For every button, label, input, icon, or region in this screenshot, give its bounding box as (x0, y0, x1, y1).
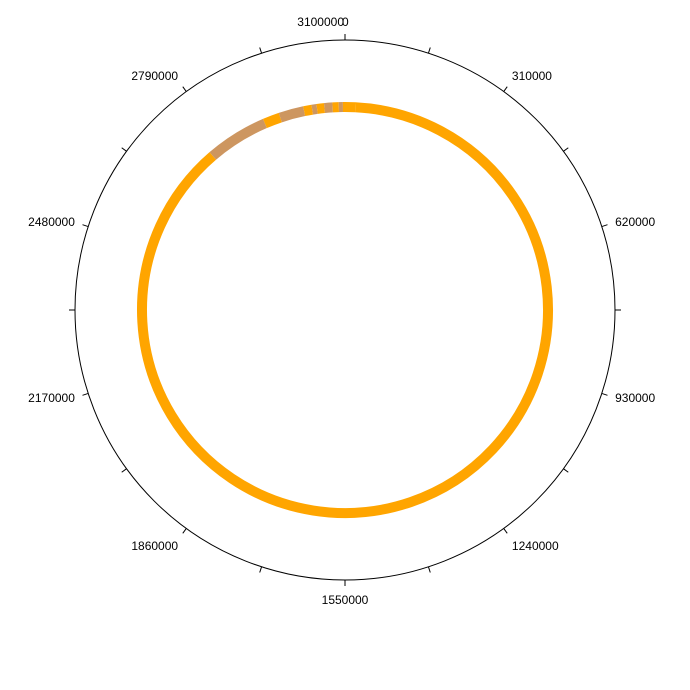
tick-label: 620000 (615, 215, 655, 229)
minor-tick (563, 147, 569, 152)
track-segment (311, 103, 318, 115)
tick-label: 2790000 (131, 69, 178, 83)
major-tick (503, 86, 508, 92)
major-tick (82, 224, 89, 228)
tick-label: 310000 (512, 69, 552, 83)
track-segment (323, 102, 333, 114)
major-tick (82, 392, 89, 396)
tick-label: 2170000 (28, 391, 75, 405)
minor-tick (121, 147, 127, 152)
minor-tick (563, 468, 569, 473)
minor-tick (259, 47, 263, 54)
major-tick (182, 528, 187, 534)
tick-label: 3100000 (297, 15, 344, 29)
axis-circle (74, 39, 616, 581)
major-tick (182, 86, 187, 92)
track-segment (209, 118, 267, 160)
minor-tick (121, 468, 127, 473)
major-tick (601, 392, 608, 396)
feature-track (137, 101, 553, 518)
track-segment (316, 103, 325, 114)
minor-tick (427, 47, 431, 54)
tick-label: 1550000 (322, 593, 369, 607)
tick-label: 0 (342, 15, 349, 29)
axis-tick-labels: 0 310000 620000 930000 1240000 1550000 1860000… (28, 15, 655, 607)
track-segment (303, 104, 314, 117)
axis-ticks (69, 34, 621, 586)
track-segment (262, 112, 282, 129)
tick-label: 1240000 (512, 539, 559, 553)
major-tick (503, 528, 508, 534)
minor-tick (427, 566, 431, 573)
tick-label: 930000 (615, 391, 655, 405)
track-segment (137, 102, 553, 518)
major-tick (601, 224, 608, 228)
tick-label: 1860000 (131, 539, 178, 553)
minor-tick (259, 566, 263, 573)
tick-label: 2480000 (28, 215, 75, 229)
track-segment (278, 106, 306, 123)
